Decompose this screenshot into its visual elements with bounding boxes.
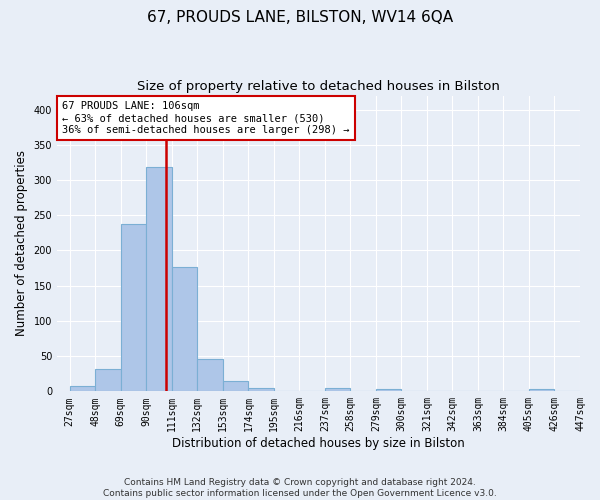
Bar xyxy=(146,168,172,392)
Bar xyxy=(529,389,554,392)
X-axis label: Distribution of detached houses by size in Bilston: Distribution of detached houses by size … xyxy=(172,437,465,450)
Bar xyxy=(172,268,197,392)
Text: Contains HM Land Registry data © Crown copyright and database right 2024.
Contai: Contains HM Land Registry data © Crown c… xyxy=(103,478,497,498)
Bar xyxy=(248,388,274,392)
Bar xyxy=(325,388,350,392)
Bar xyxy=(223,381,248,392)
Text: 67 PROUDS LANE: 106sqm
← 63% of detached houses are smaller (530)
36% of semi-de: 67 PROUDS LANE: 106sqm ← 63% of detached… xyxy=(62,102,350,134)
Bar xyxy=(121,224,146,392)
Text: 67, PROUDS LANE, BILSTON, WV14 6QA: 67, PROUDS LANE, BILSTON, WV14 6QA xyxy=(147,10,453,25)
Bar xyxy=(376,389,401,392)
Bar xyxy=(70,386,95,392)
Bar xyxy=(95,369,121,392)
Y-axis label: Number of detached properties: Number of detached properties xyxy=(15,150,28,336)
Bar xyxy=(197,359,223,392)
Title: Size of property relative to detached houses in Bilston: Size of property relative to detached ho… xyxy=(137,80,500,93)
